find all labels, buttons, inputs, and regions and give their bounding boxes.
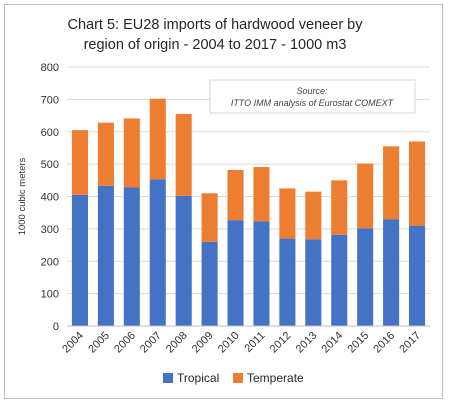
source-note: Source: ITTO IMM analysis of Eurostat CO… — [209, 79, 416, 114]
source-box — [209, 79, 416, 114]
bar-temperate-2015 — [357, 163, 374, 229]
bar-tropical-2011 — [253, 221, 270, 326]
bar-temperate-2009 — [201, 193, 218, 242]
x-tick-label-2015: 2015 — [346, 330, 372, 356]
x-tick-label-2007: 2007 — [138, 330, 164, 356]
x-tick-label-2010: 2010 — [216, 330, 242, 356]
bar-temperate-2007 — [149, 98, 166, 180]
y-axis-title: 1000 cubic meters — [17, 157, 28, 235]
bar-tropical-2005 — [97, 185, 114, 326]
bar-temperate-2012 — [279, 188, 296, 239]
chart-frame: Chart 5: EU28 imports of hardwood veneer… — [4, 4, 443, 399]
source-line-1: Source: — [296, 86, 328, 96]
y-tick-label-300: 300 — [41, 224, 59, 236]
bar-tropical-2008 — [175, 195, 192, 326]
y-tick-label-0: 0 — [53, 321, 59, 333]
y-tick-label-100: 100 — [41, 289, 59, 301]
bar-temperate-2005 — [97, 122, 114, 186]
bar-temperate-2010 — [227, 169, 244, 221]
chart-title-line-1: Chart 5: EU28 imports of hardwood veneer… — [68, 17, 364, 33]
bar-tropical-2012 — [279, 238, 296, 326]
x-axis-ticks: 2004 2005 2006 2007 2008 2009 2010 2011 2012 2013… — [60, 330, 423, 356]
bar-temperate-2017 — [408, 141, 426, 226]
x-tick-label-2006: 2006 — [112, 330, 138, 356]
bar-tropical-2016 — [383, 219, 400, 326]
bars — [71, 98, 426, 326]
y-axis-ticks: 0 100 200 300 400 500 600 700 800 — [41, 62, 59, 333]
x-tick-label-2004: 2004 — [60, 330, 86, 356]
legend: Tropical Temperate — [163, 371, 304, 385]
bar-temperate-2011 — [253, 167, 270, 222]
x-tick-label-2016: 2016 — [371, 330, 397, 356]
legend-swatch-temperate — [233, 373, 243, 383]
bar-temperate-2008 — [175, 113, 192, 196]
x-tick-label-2017: 2017 — [397, 330, 423, 356]
bar-temperate-2006 — [123, 118, 140, 188]
bar-tropical-2014 — [331, 234, 348, 326]
bar-temperate-2004 — [71, 130, 89, 195]
x-tick-label-2008: 2008 — [164, 330, 190, 356]
x-tick-label-2013: 2013 — [294, 330, 320, 356]
y-tick-label-700: 700 — [41, 94, 59, 106]
bar-tropical-2017 — [408, 225, 426, 326]
bar-tropical-2006 — [123, 187, 140, 326]
y-tick-label-500: 500 — [41, 159, 59, 171]
x-tick-label-2011: 2011 — [242, 330, 267, 355]
y-tick-label-200: 200 — [41, 256, 59, 268]
x-tick-label-2005: 2005 — [86, 330, 112, 356]
bar-temperate-2014 — [331, 180, 348, 235]
bar-tropical-2004 — [71, 194, 89, 326]
legend-label-temperate: Temperate — [247, 371, 304, 385]
y-tick-label-600: 600 — [41, 127, 59, 139]
legend-label-tropical: Tropical — [177, 371, 219, 385]
bar-tropical-2013 — [305, 239, 322, 326]
bar-tropical-2010 — [227, 220, 244, 326]
source-line-2: ITTO IMM analysis of Eurostat COMEXT — [231, 98, 395, 108]
x-tick-label-2009: 2009 — [190, 330, 216, 356]
x-tick-label-2014: 2014 — [320, 330, 346, 356]
bar-temperate-2013 — [305, 191, 322, 240]
chart-title-line-2: region of origin - 2004 to 2017 - 1000 m… — [84, 37, 347, 53]
stacked-bar-chart: Chart 5: EU28 imports of hardwood veneer… — [17, 17, 430, 385]
bar-tropical-2015 — [357, 228, 374, 326]
bar-temperate-2016 — [383, 146, 400, 220]
x-tick-label-2012: 2012 — [268, 330, 294, 356]
y-tick-label-400: 400 — [41, 192, 59, 204]
y-tick-label-800: 800 — [41, 62, 59, 74]
bar-tropical-2009 — [201, 241, 218, 326]
legend-swatch-tropical — [163, 373, 173, 383]
bar-tropical-2007 — [149, 179, 166, 326]
